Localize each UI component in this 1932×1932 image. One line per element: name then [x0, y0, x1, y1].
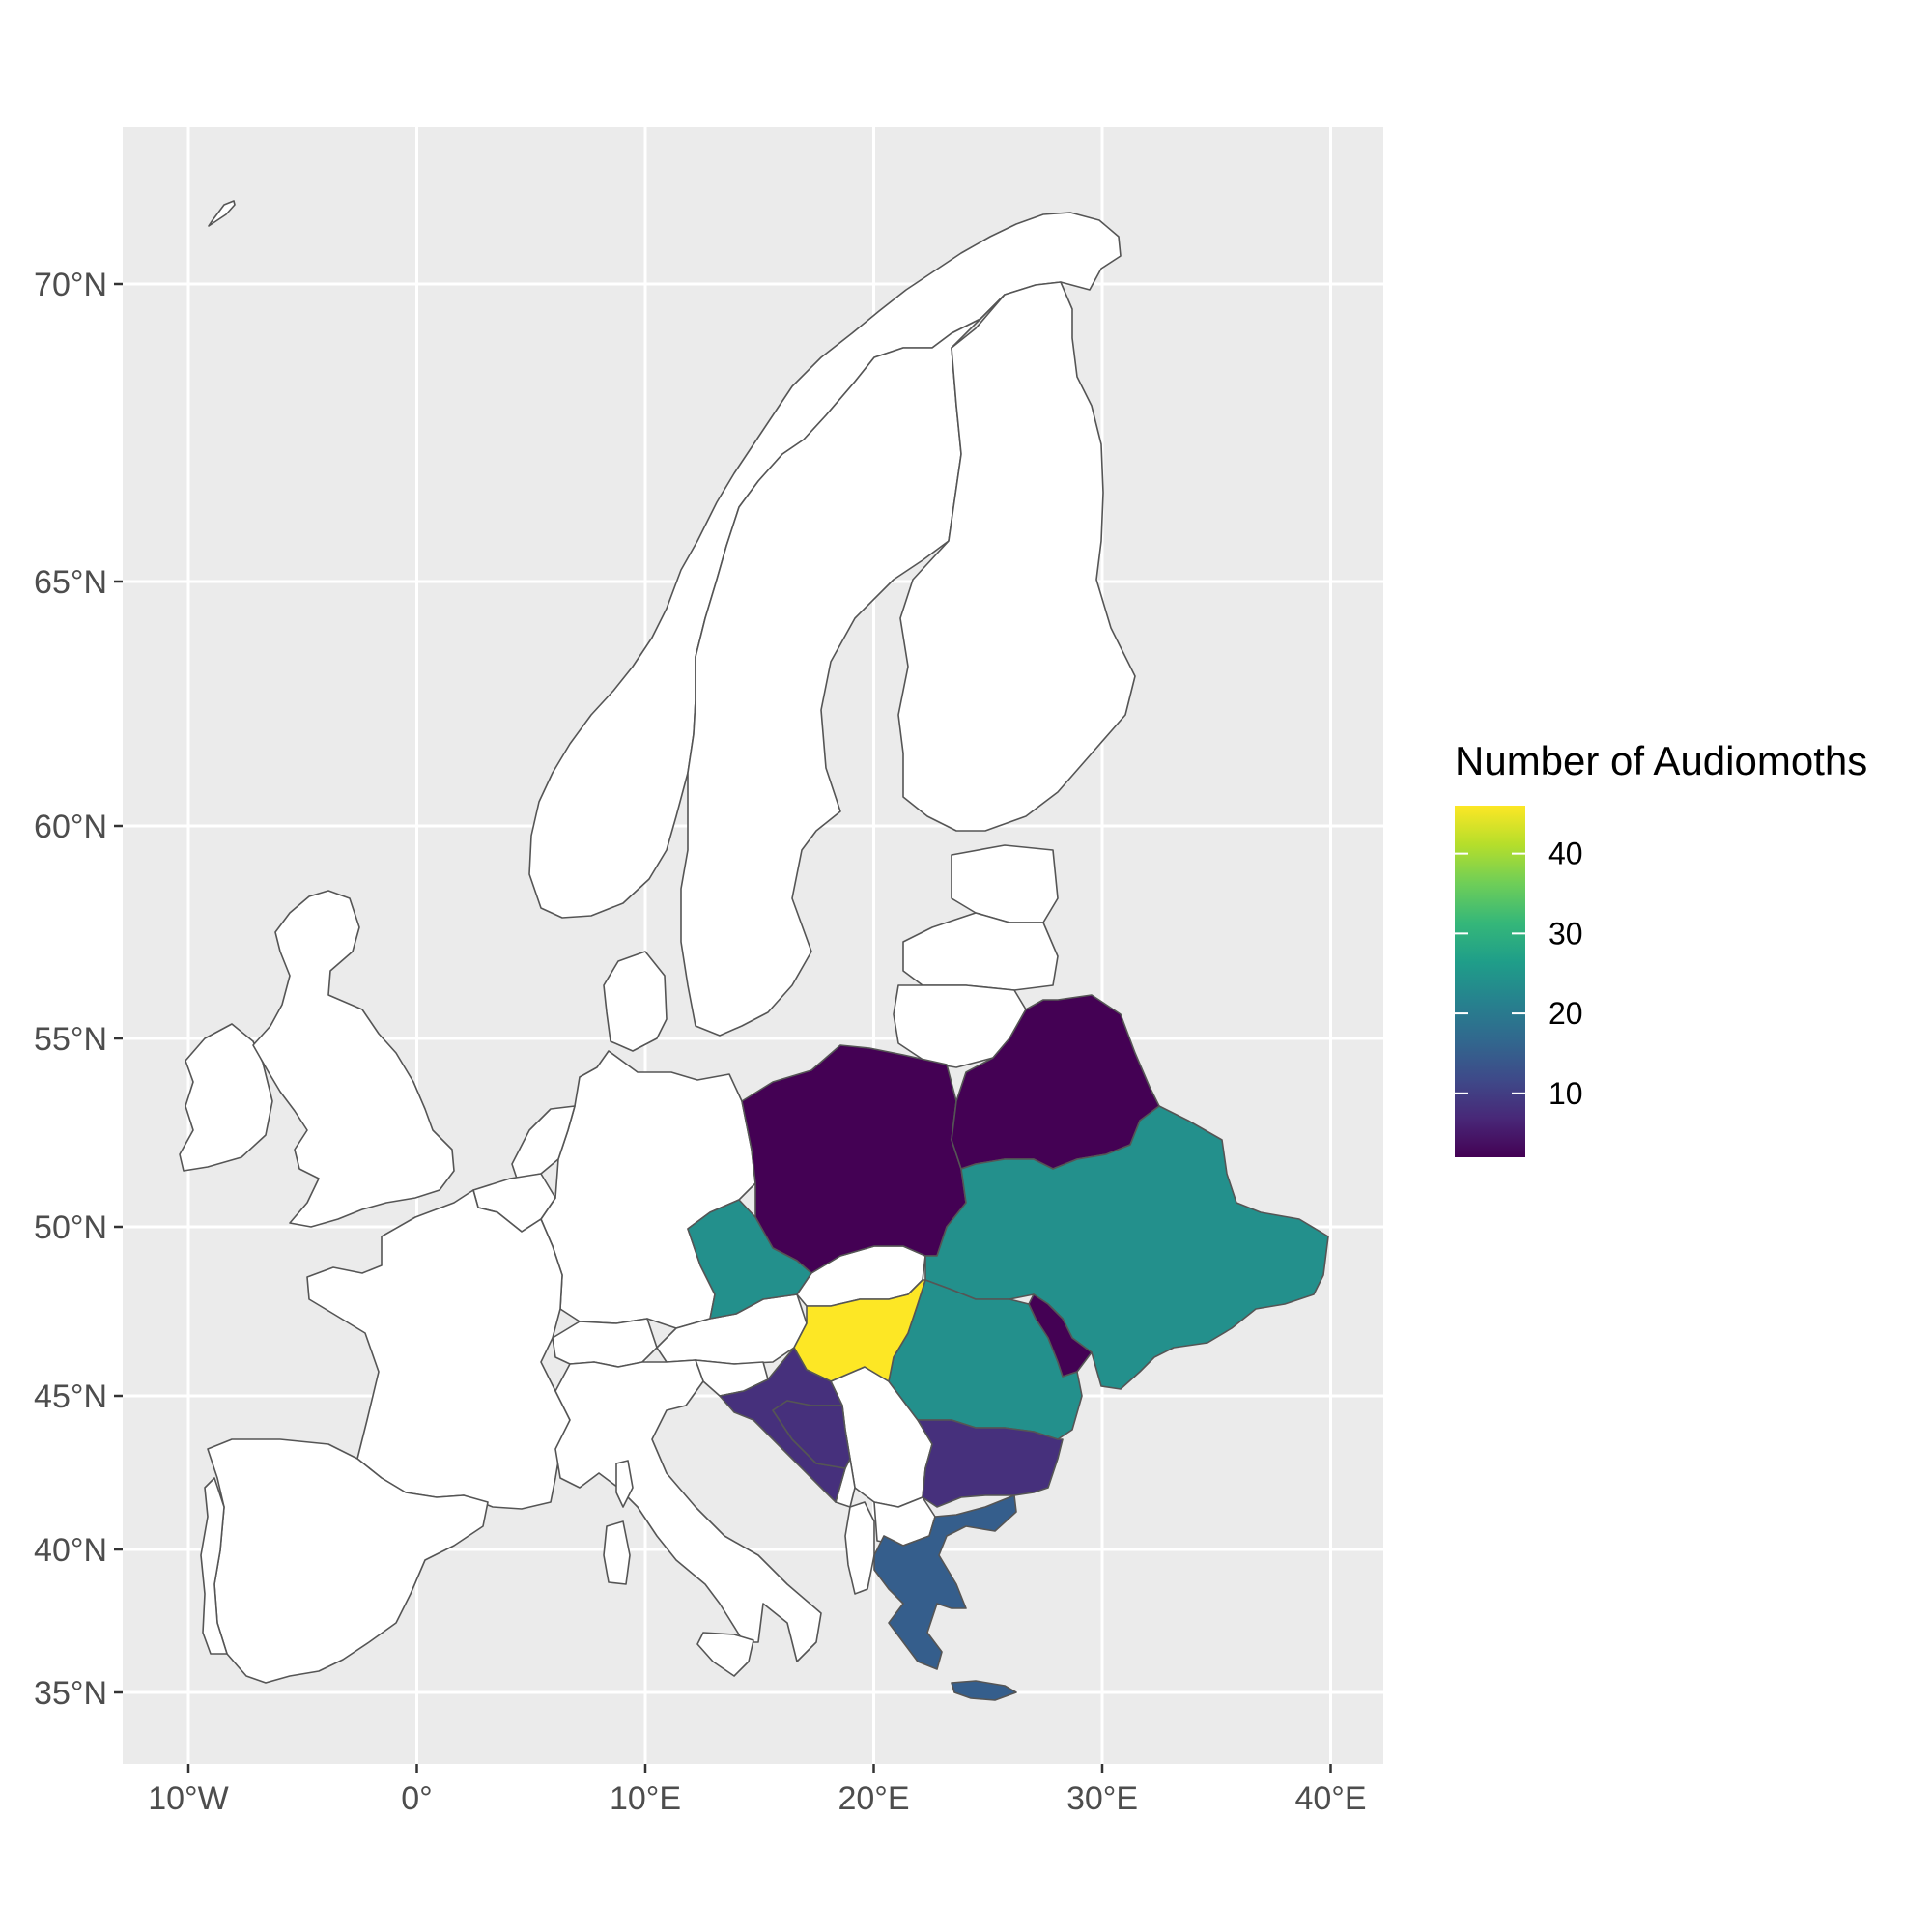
country-italy-sardinia [603, 1520, 631, 1585]
basemap [179, 200, 1136, 1684]
country-sweden [680, 294, 1006, 1037]
region-bulgaria [917, 1419, 1064, 1508]
country-denmark [603, 951, 668, 1052]
country-albania [844, 1501, 875, 1595]
country-italy [554, 1359, 822, 1662]
axes: 10°W 0° 10°E 20°E 30°E 40°E 35°N 40°N 45°N 50°N 55… [34, 267, 1367, 1817]
country-finland [897, 281, 1136, 832]
legend-colorbar [1455, 806, 1525, 1157]
x-tick-label: 20°E [838, 1780, 909, 1817]
y-tick-label: 70°N [34, 267, 107, 303]
region-greece [873, 1494, 1017, 1670]
region-hungary [793, 1279, 926, 1382]
y-tick-label: 50°N [34, 1209, 107, 1246]
region-czechia [687, 1199, 812, 1320]
country-ireland [179, 1023, 273, 1172]
y-tick-label: 35°N [34, 1675, 107, 1712]
x-tick-label: 10°E [610, 1780, 681, 1817]
region-greece-crete [951, 1680, 1017, 1701]
choropleth-regions [687, 994, 1329, 1701]
country-portugal [200, 1477, 228, 1655]
country-latvia [902, 912, 1059, 991]
legend-title: Number of Audiomoths [1455, 738, 1867, 783]
region-bosnia [772, 1400, 851, 1469]
x-tick-label: 30°E [1066, 1780, 1138, 1817]
x-tick-label: 40°E [1294, 1780, 1366, 1817]
legend-tick-label: 40 [1548, 837, 1583, 871]
y-tick-label: 45°N [34, 1378, 107, 1415]
x-tick-label: 10°W [148, 1780, 229, 1817]
y-tick-label: 65°N [34, 564, 107, 601]
x-tick-label: 0° [401, 1780, 433, 1817]
legend-tick-label: 10 [1548, 1076, 1583, 1111]
country-iceland-fragment [208, 200, 236, 227]
country-great-britain [252, 890, 455, 1228]
country-italy-sicily [696, 1632, 754, 1677]
legend-tick-label: 20 [1548, 996, 1583, 1031]
country-corsica [615, 1460, 634, 1508]
y-tick-label: 55°N [34, 1021, 107, 1058]
y-tick-label: 60°N [34, 809, 107, 845]
y-tick-label: 40°N [34, 1532, 107, 1569]
legend: Number of Audiomoths 10 20 30 40 [1455, 738, 1867, 1157]
legend-tick-label: 30 [1548, 916, 1583, 951]
